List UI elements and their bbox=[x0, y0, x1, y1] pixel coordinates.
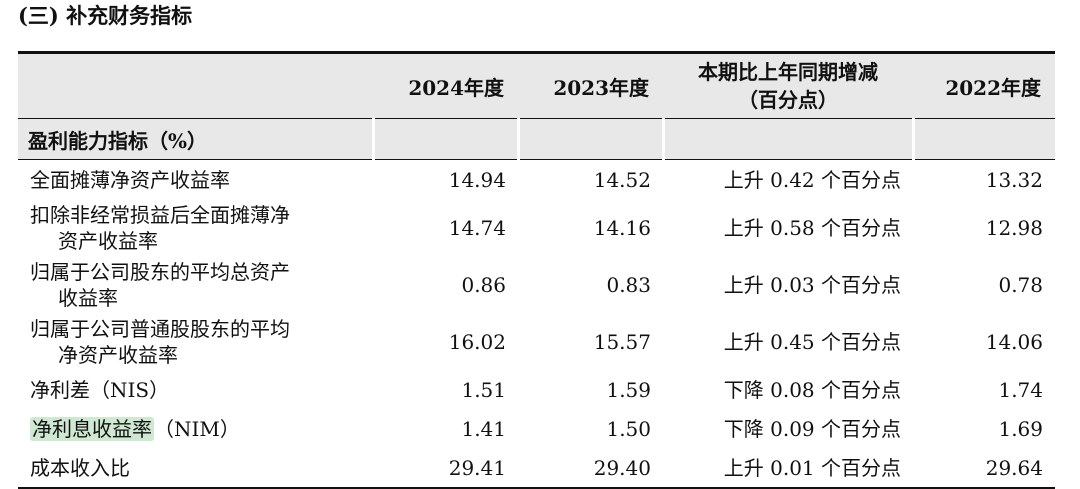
row-label: 净利息收益率 （NIM） bbox=[30, 416, 240, 441]
value-2023: 1.59 bbox=[606, 377, 651, 402]
value-2024: 29.41 bbox=[373, 448, 518, 489]
value-change: 上升 0.03 个百分点 bbox=[723, 272, 901, 297]
value-2024: 14.94 bbox=[448, 167, 506, 192]
group-row: 盈利能力指标（%） bbox=[18, 118, 1055, 160]
value-2024: 14.74 bbox=[448, 215, 506, 240]
value-change: 上升 0.42 个百分点 bbox=[723, 167, 901, 192]
section-title: (三) 补充财务指标 bbox=[18, 3, 193, 28]
row-label: 归属于公司普通股股东的平均 净资产收益率 bbox=[30, 316, 290, 367]
table-row: 成本收入比 29.41 29.40 上升 0.01 个百分点 29.64 bbox=[18, 448, 1055, 489]
header-change: 本期比上年同期增减 （百分点） bbox=[663, 52, 913, 119]
header-label bbox=[18, 52, 373, 119]
row-label: 全面摊薄净资产收益率 bbox=[30, 167, 230, 192]
group-label: 盈利能力指标（%） bbox=[18, 118, 373, 160]
value-2022: 14.06 bbox=[985, 329, 1043, 354]
value-2022: 0.78 bbox=[998, 272, 1043, 297]
value-2024: 1.51 bbox=[461, 377, 506, 402]
value-2022: 12.98 bbox=[985, 215, 1043, 240]
header-change-line1: 本期比上年同期增减 bbox=[698, 60, 878, 84]
table-row: 归属于公司股东的平均总资产 收益率 0.86 0.83 上升 0.03 个百分点… bbox=[18, 256, 1055, 313]
highlighted-term: 净利息收益率 bbox=[30, 416, 154, 441]
value-2023: 1.50 bbox=[606, 416, 651, 441]
row-label: 归属于公司股东的平均总资产 收益率 bbox=[30, 259, 290, 310]
value-2022: 13.32 bbox=[985, 167, 1043, 192]
row-label: 净利差（NIS） bbox=[30, 377, 170, 402]
value-change: 上升 0.58 个百分点 bbox=[723, 215, 901, 240]
value-2022: 1.69 bbox=[998, 416, 1043, 441]
value-2023: 29.40 bbox=[518, 448, 663, 489]
value-2024: 0.86 bbox=[461, 272, 506, 297]
value-2023: 15.57 bbox=[593, 329, 651, 354]
row-label: 成本收入比 bbox=[18, 448, 373, 489]
table-row: 归属于公司普通股股东的平均 净资产收益率 16.02 15.57 上升 0.45… bbox=[18, 313, 1055, 370]
value-2022: 29.64 bbox=[913, 448, 1055, 489]
financial-indicators-table: 2024年度 2023年度 本期比上年同期增减 （百分点） 2022年度 盈利能… bbox=[18, 51, 1055, 489]
value-2023: 0.83 bbox=[606, 272, 651, 297]
table-row: 净利息收益率 （NIM） 1.41 1.50 下降 0.09 个百分点 1.69 bbox=[18, 409, 1055, 448]
value-change: 上升 0.01 个百分点 bbox=[663, 448, 913, 489]
value-2024: 1.41 bbox=[461, 416, 506, 441]
value-change: 下降 0.08 个百分点 bbox=[723, 377, 901, 402]
value-change: 下降 0.09 个百分点 bbox=[723, 416, 901, 441]
header-change-line2: （百分点） bbox=[738, 88, 838, 112]
value-2024: 16.02 bbox=[448, 329, 506, 354]
header-2023: 2023年度 bbox=[518, 52, 663, 119]
value-change: 上升 0.45 个百分点 bbox=[723, 329, 901, 354]
value-2022: 1.74 bbox=[998, 377, 1043, 402]
header-2022: 2022年度 bbox=[913, 52, 1055, 119]
table-row: 全面摊薄净资产收益率 14.94 14.52 上升 0.42 个百分点 13.3… bbox=[18, 160, 1055, 200]
table-row: 扣除非经常损益后全面摊薄净 资产收益率 14.74 14.16 上升 0.58 … bbox=[18, 199, 1055, 256]
header-2024: 2024年度 bbox=[373, 52, 518, 119]
value-2023: 14.52 bbox=[593, 167, 651, 192]
table-header-row: 2024年度 2023年度 本期比上年同期增减 （百分点） 2022年度 bbox=[18, 52, 1055, 119]
table-row: 净利差（NIS） 1.51 1.59 下降 0.08 个百分点 1.74 bbox=[18, 370, 1055, 409]
value-2023: 14.16 bbox=[593, 215, 651, 240]
row-label: 扣除非经常损益后全面摊薄净 资产收益率 bbox=[30, 202, 290, 253]
